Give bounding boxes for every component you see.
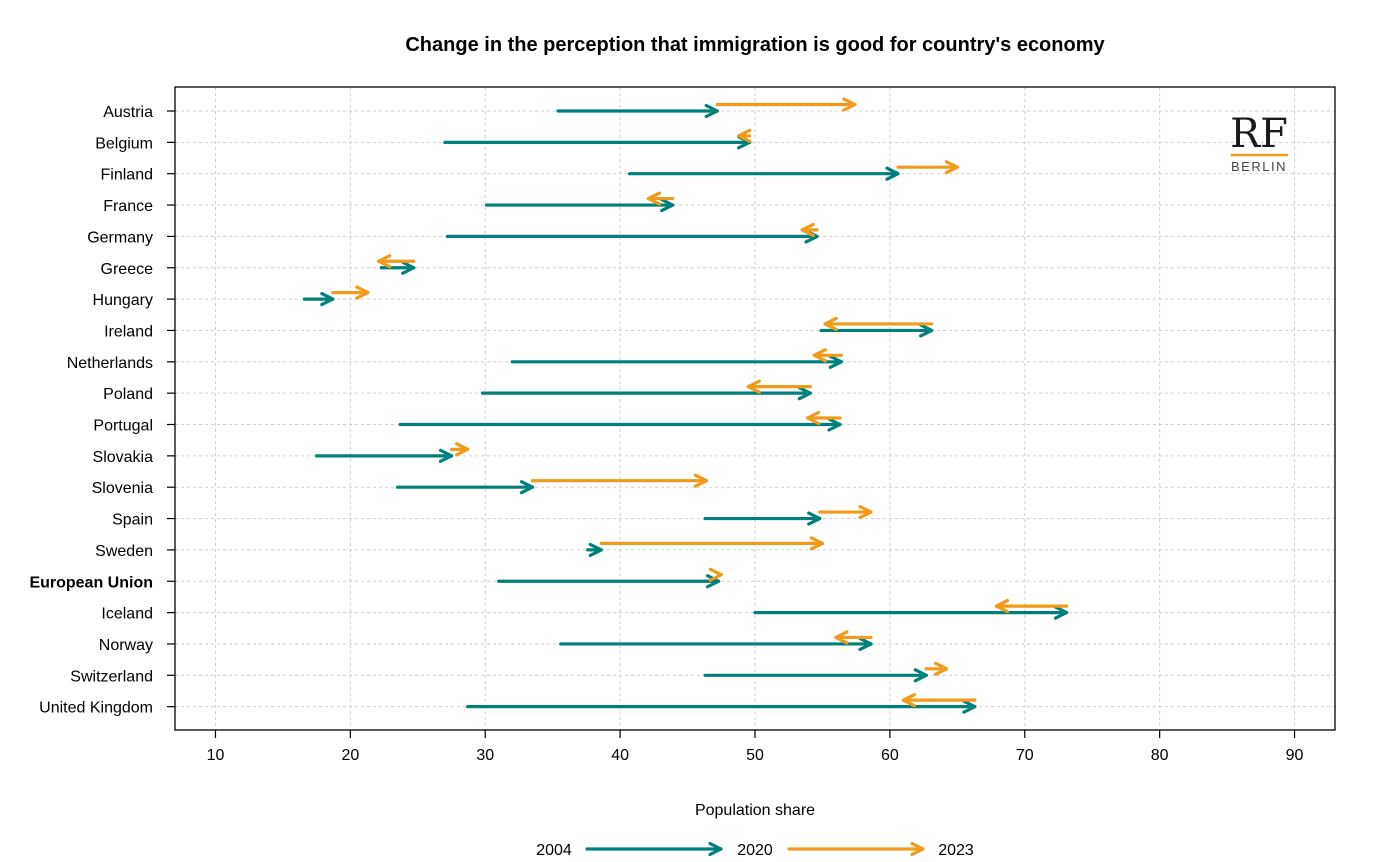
arrow-2020-2023 [818,504,873,520]
country-label: Iceland [101,606,153,623]
arrow-2020-2023 [708,567,723,582]
rf-berlin-logo: RF BERLIN [1230,111,1288,174]
country-label: Greece [101,261,154,278]
country-label: Belgium [95,135,153,152]
country-label: Poland [103,386,153,403]
arrow-2004-2020 [559,636,873,652]
arrow-2004-2020 [753,605,1069,620]
arrow-2020-2023 [800,222,819,237]
arrow-2004-2020 [443,135,752,150]
x-tick-label: 90 [1286,747,1304,764]
arrow-2004-2020 [703,511,822,526]
arrow-2004-2020 [315,448,454,463]
x-axis: 10 20 30 40 50 60 70 80 90 [167,110,1304,764]
legend-label-2023: 2023 [938,842,974,859]
arrow-2020-2023 [823,316,934,332]
legend-label-2004: 2004 [536,842,572,859]
x-tick-label: 70 [1016,747,1034,764]
arrow-2020-2023 [599,536,825,551]
country-label: Portugal [93,418,153,435]
arrow-2020-2023 [896,160,959,175]
arrow-2020-2023 [737,128,752,143]
country-label: Sweden [95,543,153,560]
country-label: European Union [29,574,153,591]
arrow-2004-2020 [395,480,535,495]
legend-arrow-orange [787,841,925,857]
legend: 2004 2020 2023 [536,841,974,859]
arrow-2004-2020 [703,668,928,683]
arrow-2020-2023 [806,410,842,426]
arrow-2004-2020 [556,103,719,119]
country-label: Slovakia [93,449,154,466]
country-label: Spain [112,512,153,529]
arrow-2020-2023 [331,285,370,300]
country-label: Netherlands [67,355,153,372]
x-tick-label: 50 [746,747,764,764]
arrow-2004-2020 [627,166,900,181]
country-label: Finland [101,167,153,184]
y-axis-labels: Austria Belgium Finland France Germany Greece… [29,104,153,717]
arrow-2004-2020 [586,542,603,558]
x-tick-label: 10 [207,747,225,764]
legend-arrow-teal [585,841,723,857]
arrow-2020-2023 [901,693,977,708]
country-label: Germany [87,229,153,246]
arrow-2020-2023 [715,97,857,112]
logo-sub-text: BERLIN [1231,159,1287,174]
country-label: Hungary [93,292,153,309]
arrow-2020-2023 [994,598,1069,614]
legend-label-2020: 2020 [737,842,773,859]
logo-main-text: RF [1230,111,1288,157]
arrow-2004-2020 [379,260,416,275]
country-label: France [103,198,153,215]
arrow-2004-2020 [480,386,812,401]
arrow-2020-2023 [530,473,709,488]
country-label: Slovenia [92,480,153,497]
country-label: Norway [99,637,153,654]
arrow-2020-2023 [746,379,812,394]
arrows [302,97,1069,714]
arrow-2020-2023 [377,254,416,269]
arrow-2004-2020 [466,699,977,714]
arrow-2004-2020 [302,292,335,307]
x-tick-label: 60 [881,747,899,764]
country-label: Ireland [104,323,153,340]
x-tick-label: 40 [611,747,629,764]
x-axis-label: Population share [695,802,815,819]
arrow-2020-2023 [924,661,949,676]
chart-title: Change in the perception that immigratio… [405,34,1105,56]
x-tick-label: 20 [341,747,359,764]
arrow-2020-2023 [449,442,470,457]
arrow-2020-2023 [646,191,675,206]
arrow-2004-2020 [497,574,721,589]
arrow-2004-2020 [510,354,843,369]
country-label: United Kingdom [39,700,153,717]
grid [175,87,1335,730]
arrow-2004-2020 [484,197,675,213]
x-tick-label: 80 [1151,747,1169,764]
arrow-2004-2020 [445,229,819,244]
arrow-2020-2023 [834,630,873,645]
x-tick-label: 30 [476,747,494,764]
country-label: Austria [103,104,153,121]
country-label: Switzerland [70,668,153,685]
arrow-2004-2020 [819,323,934,338]
arrow-2004-2020 [398,417,842,432]
arrow-2020-2023 [812,348,843,363]
